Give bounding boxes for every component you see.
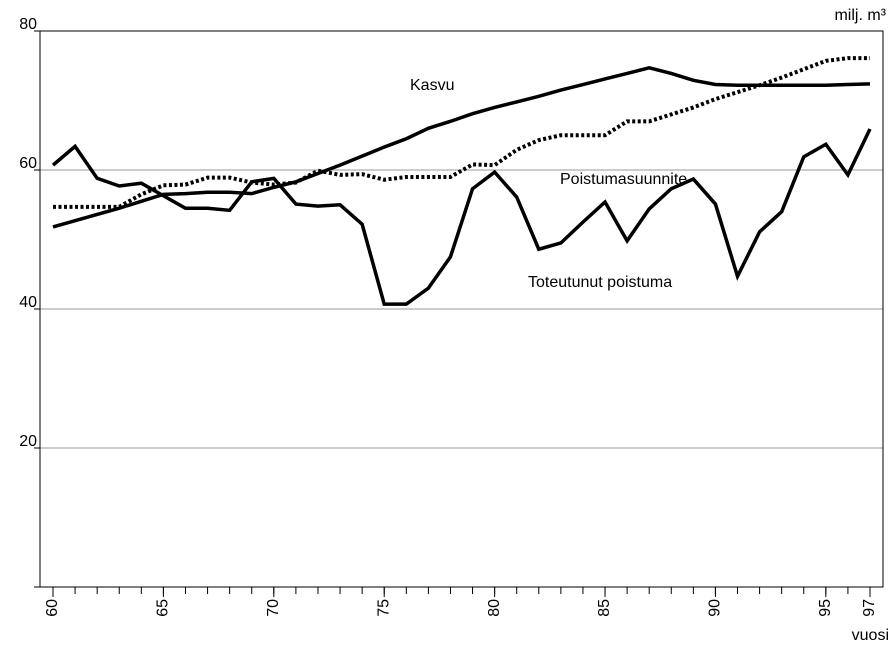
x-tick-label: 80: [486, 599, 503, 617]
x-tick-label: 97: [861, 599, 878, 617]
y-tick-label: 80: [19, 16, 37, 33]
x-tick-label: 75: [375, 599, 392, 617]
series-line: [51, 128, 872, 306]
y-tick-label: 40: [19, 294, 37, 311]
x-tick-label: 95: [817, 599, 834, 617]
y-tick-label: 20: [19, 433, 37, 450]
x-tick-label: 70: [265, 599, 282, 617]
y-tick-label: 60: [19, 155, 37, 172]
x-tick-label: 65: [155, 599, 172, 617]
y-unit-label: milj. m³: [834, 7, 886, 24]
plot-frame: [39, 30, 884, 588]
x-tick-label: 90: [707, 599, 724, 617]
series-label: Toteutunut poistuma: [528, 274, 672, 291]
x-tick-label: 85: [596, 599, 613, 617]
x-tick-label: 60: [44, 599, 61, 617]
series-line: [53, 56, 870, 209]
series-line: [52, 66, 871, 229]
series-label: Poistumasuunnite: [560, 171, 687, 188]
x-axis-label: vuosi: [852, 627, 889, 644]
series-label: Kasvu: [410, 77, 454, 94]
